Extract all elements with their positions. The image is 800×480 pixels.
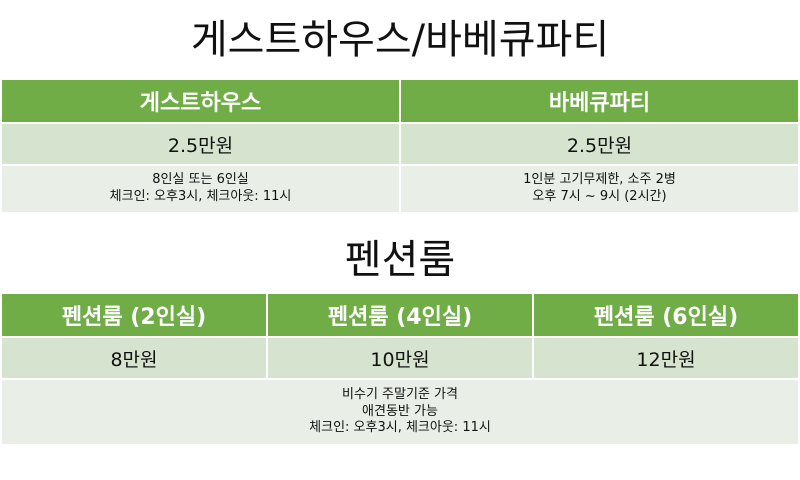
- header-pension-2: 펜션룸 (2인실): [0, 292, 268, 338]
- header-guesthouse: 게스트하우스: [0, 78, 401, 124]
- header-pension-4: 펜션룸 (4인실): [266, 292, 534, 338]
- detail-line: 1인분 고기무제한, 소주 2병: [523, 172, 676, 188]
- details-pension: 비수기 주말기준 가격 애견동반 가능 체크인: 오후3시, 체크아웃: 11시: [0, 378, 800, 446]
- header-pension-6: 펜션룸 (6인실): [532, 292, 800, 338]
- pension-room-table: 펜션룸 (2인실) 펜션룸 (4인실) 펜션룸 (6인실) 8만원 10만원 1…: [0, 292, 800, 446]
- detail-line: 체크인: 오후3시, 체크아웃: 11시: [109, 189, 292, 204]
- guesthouse-bbq-title: 게스트하우스/바베큐파티: [190, 17, 610, 63]
- price-bbq: 2.5만원: [399, 122, 800, 166]
- detail-line: 애견동반 가능: [362, 403, 438, 419]
- detail-line: 비수기 주말기준 가격: [342, 386, 458, 402]
- detail-line: 체크인: 오후3시, 체크아웃: 11시: [309, 420, 491, 436]
- detail-line: 8인실 또는 6인실: [152, 172, 249, 188]
- price-pension-2: 8만원: [0, 336, 268, 380]
- price-pension-4: 10만원: [266, 336, 534, 380]
- detail-line: 오후 7시 ~ 9시 (2시간): [532, 189, 667, 204]
- details-bbq: 1인분 고기무제한, 소주 2병 오후 7시 ~ 9시 (2시간): [399, 164, 800, 214]
- header-bbq: 바베큐파티: [399, 78, 800, 124]
- price-pension-6: 12만원: [532, 336, 800, 380]
- pension-room-title: 펜션룸: [344, 237, 456, 283]
- details-guesthouse: 8인실 또는 6인실 체크인: 오후3시, 체크아웃: 11시: [0, 164, 401, 214]
- price-guesthouse: 2.5만원: [0, 122, 401, 166]
- guesthouse-bbq-table: 게스트하우스 바베큐파티 2.5만원 2.5만원 8인실 또는 6인실 체크인:…: [0, 78, 800, 214]
